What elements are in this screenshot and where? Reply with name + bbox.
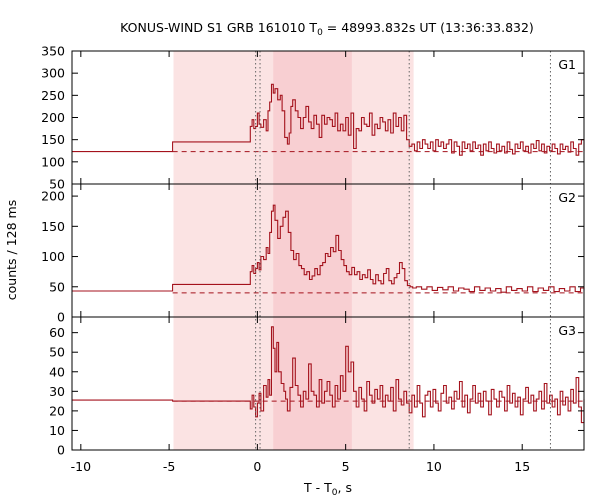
- x-tick-label: 10: [426, 459, 442, 474]
- y-tick-label: 40: [49, 364, 65, 379]
- light-curve-g1: [72, 83, 585, 156]
- x-tick-label: -10: [71, 459, 91, 474]
- panel-label-g1: G1: [558, 57, 576, 72]
- y-tick-label: 200: [41, 110, 65, 125]
- y-tick-label: 250: [41, 88, 65, 103]
- panel-g3: 0 10 20 30 40 50 60 G3: [49, 323, 585, 458]
- y-tick-label: 100: [41, 154, 65, 169]
- panel-label-g3: G3: [558, 323, 576, 338]
- y-tick-label: 20: [49, 403, 65, 418]
- y-tick-label: 350: [41, 44, 65, 59]
- y-tick-label: 150: [41, 219, 65, 234]
- x-tick-label: 0: [253, 459, 261, 474]
- panel-frames: -10 -5 0 5 10 15: [71, 50, 585, 474]
- y-tick-label: 30: [49, 384, 65, 399]
- y-tick-label: 0: [57, 310, 65, 325]
- y-tick-label: 50: [49, 345, 65, 360]
- y-axis-label: counts / 128 ms: [4, 200, 19, 300]
- chart-title-subscript: 0: [317, 28, 323, 38]
- x-axis-label-subscript: 0: [332, 488, 338, 498]
- panel-label-g2: G2: [558, 190, 576, 205]
- light-curve-panels: 50 100 150 200 250 300 350 G1 0 50 100 150 200 G2 0 10 2…: [41, 44, 585, 458]
- y-tick-label: 0: [57, 443, 65, 458]
- light-curve-g3: [72, 326, 585, 424]
- y-tick-label: 100: [41, 249, 65, 264]
- panel-g1: 50 100 150 200 250 300 350 G1: [41, 44, 585, 192]
- light-curve-g2: [72, 204, 585, 293]
- x-tick-label: -5: [163, 459, 175, 474]
- frame-g3: [71, 316, 585, 451]
- y-tick-label: 10: [49, 423, 65, 438]
- x-tick-label: 15: [514, 459, 530, 474]
- y-tick-label: 300: [41, 66, 65, 81]
- y-tick-label: 200: [41, 189, 65, 204]
- panel-g2: 0 50 100 150 200 G2: [41, 189, 585, 325]
- y-tick-label: 50: [49, 279, 65, 294]
- y-tick-label: 150: [41, 132, 65, 147]
- y-tick-label: 60: [49, 325, 65, 340]
- x-tick-label: 5: [342, 459, 350, 474]
- x-axis-label: T - T0, s: [303, 480, 352, 498]
- y-tick-label: 50: [49, 177, 65, 192]
- vertical-markers: [255, 51, 551, 450]
- chart-title: KONUS-WIND S1 GRB 161010 T0 = 48993.832s…: [120, 20, 534, 38]
